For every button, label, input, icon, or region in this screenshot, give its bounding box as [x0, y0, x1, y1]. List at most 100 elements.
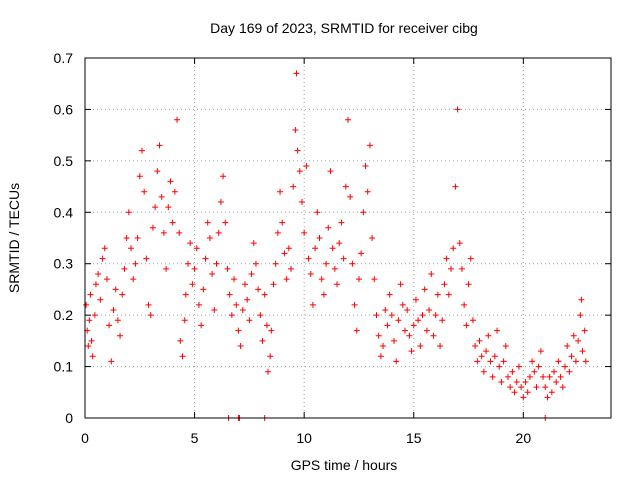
data-point: [167, 178, 174, 185]
x-tick-label: 20: [516, 430, 532, 446]
data-point: [288, 265, 295, 272]
data-point: [445, 291, 452, 298]
data-point: [507, 384, 514, 391]
y-tick-label: 0.2: [54, 307, 74, 323]
data-point: [138, 147, 145, 154]
data-point: [171, 188, 178, 195]
data-point: [524, 389, 531, 396]
data-point: [222, 219, 229, 226]
data-point: [125, 209, 132, 216]
data-point: [575, 337, 582, 344]
data-point: [294, 147, 301, 154]
grid-layer: [85, 58, 611, 418]
x-axis-label: GPS time / hours: [291, 457, 398, 473]
data-point: [187, 240, 194, 247]
data-point: [309, 301, 316, 308]
data-point: [382, 307, 389, 313]
axis-layer: 0 0.1 0.2 0.3 0.4 0.5 0.6 0.7 0 5 10 15 20: [54, 50, 611, 446]
data-point: [561, 363, 568, 370]
data-point: [410, 322, 417, 329]
data-point: [292, 127, 299, 133]
data-point: [371, 276, 378, 283]
data-point: [235, 327, 242, 334]
data-point: [578, 296, 585, 303]
data-point: [404, 307, 411, 313]
data-point: [535, 363, 542, 370]
data-point: [296, 168, 303, 175]
data-point: [154, 168, 161, 175]
data-point: [500, 358, 507, 365]
y-tick-label: 0.4: [54, 204, 74, 220]
data-point: [377, 353, 384, 360]
data-point: [114, 317, 121, 324]
data-point: [426, 307, 433, 313]
data-point: [246, 317, 253, 324]
data-point: [228, 312, 235, 319]
data-point: [458, 265, 465, 272]
data-point: [149, 224, 156, 231]
data-point: [200, 286, 207, 293]
data-point: [305, 255, 312, 262]
x-tick-label: 15: [406, 430, 422, 446]
data-point: [83, 301, 90, 308]
data-point: [226, 291, 233, 298]
data-point: [380, 343, 387, 349]
data-point: [252, 260, 259, 267]
data-point: [450, 245, 457, 252]
data-point: [366, 142, 373, 149]
data-point: [177, 337, 184, 344]
data-point: [393, 358, 400, 365]
data-point: [540, 373, 547, 380]
data-point: [577, 312, 584, 319]
data-point: [548, 389, 555, 396]
data-point: [176, 229, 183, 236]
data-point: [397, 281, 404, 288]
data-point: [241, 281, 248, 288]
data-point: [110, 307, 117, 313]
data-point: [169, 219, 176, 226]
data-point: [204, 219, 211, 226]
data-point: [412, 296, 419, 303]
data-point: [531, 368, 538, 375]
data-point: [533, 384, 540, 391]
data-point: [437, 343, 444, 349]
data-point: [474, 358, 481, 365]
data-point: [231, 276, 238, 283]
data-point: [193, 245, 200, 252]
y-tick-label: 0.3: [54, 256, 74, 272]
data-point: [504, 373, 511, 380]
data-point: [483, 348, 490, 355]
data-point: [360, 209, 367, 216]
data-point: [88, 337, 95, 344]
data-point: [318, 276, 325, 283]
data-point: [579, 348, 586, 355]
data-point: [362, 163, 369, 169]
data-point: [439, 317, 446, 324]
data-point: [195, 301, 202, 308]
data-point: [432, 312, 439, 319]
data-point: [430, 332, 437, 339]
data-point: [250, 240, 257, 247]
data-point: [582, 358, 589, 365]
data-point: [329, 245, 336, 252]
data-point: [314, 209, 321, 216]
data-point: [349, 260, 356, 267]
data-point: [121, 265, 128, 272]
data-point: [369, 235, 376, 241]
data-point: [86, 317, 93, 324]
data-point: [301, 229, 308, 236]
data-point: [257, 312, 264, 319]
data-point: [327, 168, 334, 175]
data-point: [189, 281, 196, 288]
data-point: [559, 384, 566, 391]
data-point: [145, 301, 152, 308]
data-point: [572, 358, 579, 365]
data-point: [259, 337, 266, 344]
data-point: [233, 301, 240, 308]
data-point: [92, 281, 99, 288]
data-point: [182, 291, 189, 298]
data-point: [542, 384, 549, 391]
data-point: [307, 271, 314, 277]
data-point: [358, 250, 365, 257]
y-axis-label: SRMTID / TECUs: [6, 183, 22, 293]
